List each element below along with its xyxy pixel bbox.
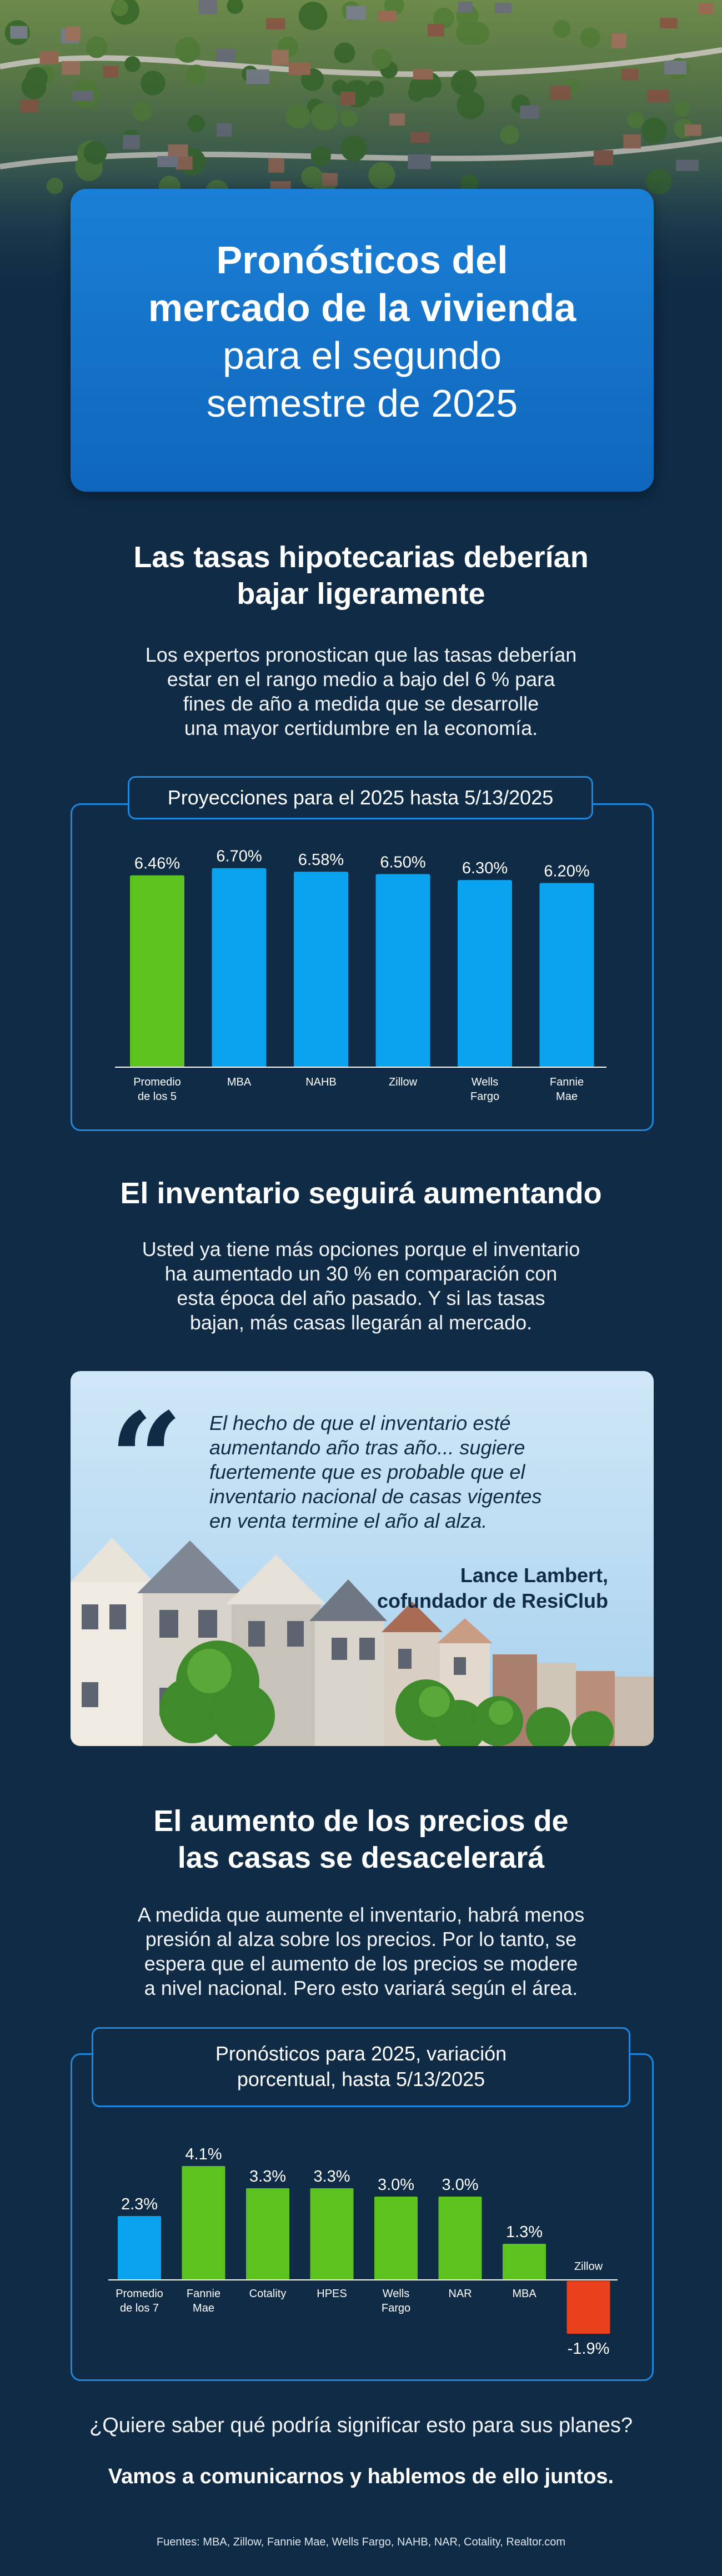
section2-heading: El inventario seguirá aumentando [120,1177,602,1210]
quote-card: “ El hecho de que el inventario esté aum… [71,1371,654,1746]
prices-bar [246,2188,289,2280]
prices-bar-chart: 2.3% Promedio de los 7 4.1% Fannie Mae 3.3% Cot… [108,2145,618,2358]
title-line-3: para el segundo [222,334,502,377]
townhouses-illustration [71,1538,654,1746]
quote-mark-icon: “ [109,1385,183,1535]
rates-bar [539,883,594,1067]
rates-bar-value-label: 6.46% [134,855,180,873]
rates-category-label: Wells [472,1076,499,1088]
quote-author-role: cofundador de ResiClub [377,1589,608,1612]
title-line-2: mercado de la vivienda [148,286,576,329]
rates-category-label: NAHB [305,1076,337,1088]
section3-body-line-3: espera que el aumento de los precios se … [144,1952,578,1975]
section1-body-line-1: Los expertos pronostican que las tasas d… [145,643,577,666]
section3-heading-line-2: las casas se desacelerará [177,1841,545,1874]
prices-bar-value-label: 4.1% [185,2145,222,2163]
prices-bar [438,2197,482,2280]
section1-body: Los expertos pronostican que las tasas d… [0,643,722,741]
rates-bar-chart: 6.46% Promedio de los 5 6.70% MBA 6.58% NAHB 6.… [115,848,606,1103]
prices-category-label: NAR [448,2288,472,2300]
rates-category-label: de los 5 [138,1091,177,1103]
section2-body-line-4: bajan, más casas llegarán al mercado. [189,1311,533,1334]
section3-body: A medida que aumente el inventario, habr… [0,1903,722,2000]
prices-bar-value-label: 2.3% [121,2195,158,2213]
title-line-1: Pronósticos del [216,238,508,282]
rates-bar-value-label: 6.58% [298,851,344,869]
rates-category-label: Fargo [470,1091,499,1103]
quote-line-5: en venta termine el año al alza. [209,1509,488,1532]
prices-bar [566,2281,610,2334]
section3-body-line-4: a nivel nacional. Pero esto variará segú… [144,1977,578,1999]
quote-line-3: fuertemente que es probable que el [209,1460,525,1483]
prices-bar-value-label: 3.3% [313,2168,350,2185]
quote-text: El hecho de que el inventario esté aumen… [209,1411,631,1533]
prices-category-label: Cotality [249,2288,287,2300]
rates-bar-value-label: 6.70% [216,848,262,866]
section1-body-line-3: fines de año a medida que se desarrolle [183,692,539,715]
prices-category-label: Fargo [382,2302,410,2314]
sources-footnote: Fuentes: MBA, Zillow, Fannie Mae, Wells … [156,2536,566,2548]
prices-chart-title: Pronósticos para 2025, variación porcent… [92,2027,630,2107]
rates-bar-value-label: 6.50% [380,853,425,871]
section1-heading-line-2: bajar ligeramente [237,577,485,611]
title-line-4: semestre de 2025 [206,382,518,425]
section3-heading: El aumento de los precios de las casas s… [0,1803,722,1876]
section3-body-line-1: A medida que aumente el inventario, habr… [137,1903,585,1926]
section2-body: Usted ya tiene más opciones porque el in… [0,1237,722,1335]
quote-author-name: Lance Lambert, [460,1564,608,1587]
rates-bar-value-label: 6.30% [462,859,508,877]
section2-body-line-2: ha aumentado un 30 % en comparación con [164,1262,558,1285]
quote-line-2: aumentando año tras año... sugiere [209,1436,525,1459]
prices-bar [182,2166,225,2280]
prices-category-label: Fannie [187,2288,220,2300]
prices-category-label: Wells [383,2288,410,2300]
rates-category-label: Fannie [550,1076,584,1088]
rates-chart-title: Proyecciones para el 2025 hasta 5/13/202… [128,776,593,819]
rates-category-label: Zillow [389,1076,418,1088]
section1-heading-line-1: Las tasas hipotecarias deberían [133,541,589,574]
cta-action: Vamos a comunicarnos y hablemos de ello … [108,2465,614,2488]
rates-category-label: MBA [227,1076,252,1088]
section1-body-line-2: estar en el rango medio a bajo del 6 % p… [167,668,555,691]
rates-category-label: Mae [556,1091,578,1103]
cta-question: ¿Quiere saber qué podría significar esto… [89,2414,633,2437]
prices-chart-title-line-1: Pronósticos para 2025, variación [215,2042,507,2065]
rates-bar [458,880,512,1067]
quote-line-1: El hecho de que el inventario esté [209,1412,511,1434]
prices-bar-value-label: -1.9% [568,2340,610,2358]
prices-chart-title-line-2: porcentual, hasta 5/13/2025 [237,2068,485,2090]
section2-body-line-1: Usted ya tiene más opciones porque el in… [142,1238,580,1261]
prices-bar-value-label: 3.3% [249,2168,286,2185]
rates-category-label: Promedio [133,1076,181,1088]
prices-bar-value-label: 3.0% [442,2176,478,2194]
section2-body-line-3: esta época del año pasado. Y si las tasa… [177,1287,545,1309]
prices-bar [310,2188,354,2280]
rates-bar [294,872,348,1067]
rates-bar-value-label: 6.20% [544,862,589,880]
prices-category-label: Promedio [116,2288,163,2300]
rates-bar [375,874,430,1067]
prices-category-label: MBA [512,2288,537,2300]
prices-bar [118,2216,161,2280]
prices-bar [374,2197,418,2280]
section1-heading: Las tasas hipotecarias deberían bajar li… [0,539,722,612]
prices-category-label: Zillow [574,2260,603,2273]
quote-author: Lance Lambert, cofundador de ResiClub [377,1563,608,1614]
prices-category-label: Mae [193,2302,214,2314]
prices-bar-value-label: 1.3% [506,2223,543,2241]
prices-bar [503,2244,546,2280]
section3-heading-line-1: El aumento de los precios de [153,1804,569,1838]
title-card: Pronósticos del mercado de la vivienda p… [71,189,654,492]
prices-category-label: HPES [317,2288,347,2300]
prices-bar-value-label: 3.0% [378,2176,414,2194]
rates-bar [130,875,184,1067]
section3-body-line-2: presión al alza sobre los precios. Por l… [145,1928,577,1950]
prices-category-label: de los 7 [120,2302,159,2314]
section1-body-line-4: una mayor certidumbre en la economía. [184,717,538,739]
rates-bar [212,868,267,1067]
quote-line-4: inventario nacional de casas vigentes [209,1485,542,1508]
